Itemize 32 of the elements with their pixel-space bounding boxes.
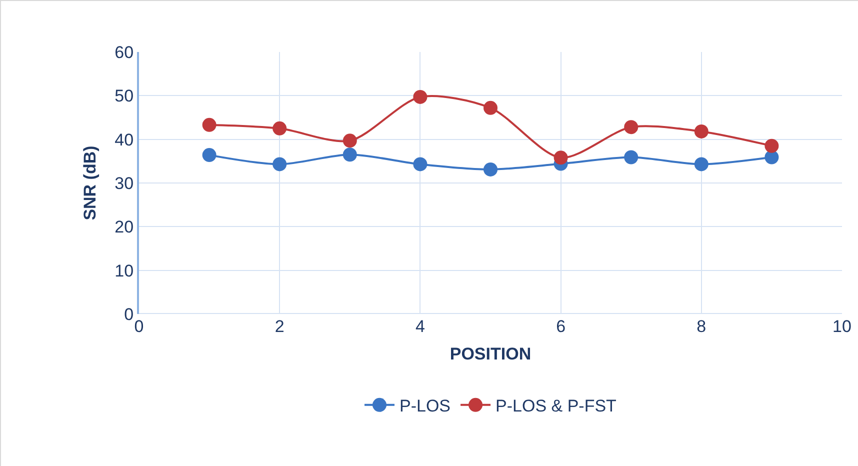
x-tick-label: 6 bbox=[556, 317, 566, 336]
x-axis-title: POSITION bbox=[450, 344, 532, 364]
y-tick-label: 10 bbox=[114, 261, 134, 280]
y-axis-title: SNR (dB) bbox=[80, 146, 100, 220]
point bbox=[272, 157, 287, 172]
y-tick-label: 20 bbox=[114, 218, 134, 237]
point bbox=[484, 162, 498, 176]
point bbox=[694, 124, 708, 138]
point bbox=[484, 100, 498, 115]
legend-label: P-LOS bbox=[400, 396, 451, 416]
point bbox=[342, 148, 357, 162]
point bbox=[202, 118, 216, 132]
point bbox=[202, 148, 216, 162]
y-tick-label: 0 bbox=[124, 304, 134, 324]
point bbox=[413, 90, 428, 104]
point bbox=[764, 138, 779, 153]
x-tick-label: 10 bbox=[832, 317, 852, 336]
point bbox=[272, 121, 287, 136]
point bbox=[624, 150, 638, 164]
x-tick-label: 8 bbox=[696, 317, 706, 336]
legend-label: P-LOS & P-FST bbox=[496, 396, 616, 416]
point bbox=[554, 150, 568, 165]
point bbox=[413, 157, 428, 172]
point bbox=[694, 157, 708, 172]
x-tick-label: 4 bbox=[415, 317, 425, 336]
x-tick-label: 2 bbox=[274, 317, 284, 336]
y-tick-label: 50 bbox=[114, 86, 134, 106]
point bbox=[342, 134, 357, 148]
point bbox=[624, 120, 638, 134]
y-tick-label: 40 bbox=[114, 130, 134, 150]
y-tick-label: 60 bbox=[114, 42, 134, 62]
y-tick-label: 30 bbox=[114, 174, 134, 193]
